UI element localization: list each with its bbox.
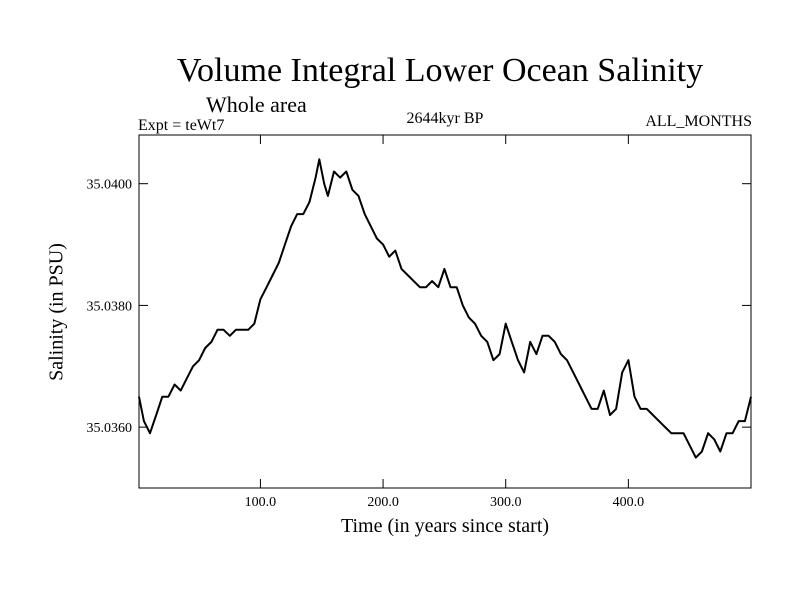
experiment-label: Expt = teWt7 [138,117,225,134]
series-group [138,158,752,459]
x-axis-label: Time (in years since start) [340,515,550,537]
months-label: ALL_MONTHS [645,113,752,130]
y-tick-label: 35.0360 [87,421,133,436]
salinity-series-line [138,158,752,459]
chart-title: Volume Integral Lower Ocean Salinity [176,52,704,89]
x-tick-label: 100.0 [245,495,277,510]
period-label: 2644kyr BP [406,110,484,127]
y-tick-label: 35.0380 [87,299,133,314]
plot-frame [138,134,752,489]
x-tick-label: 200.0 [367,495,399,510]
axes: 100.0 200.0 300.0 400.0 35.0360 35.0380 35.040… [87,134,752,510]
y-tick-label: 35.0400 [87,178,133,193]
x-tick-label: 400.0 [613,495,645,510]
chart-subtitle: Whole area [206,92,307,117]
x-tick-label: 300.0 [490,495,522,510]
